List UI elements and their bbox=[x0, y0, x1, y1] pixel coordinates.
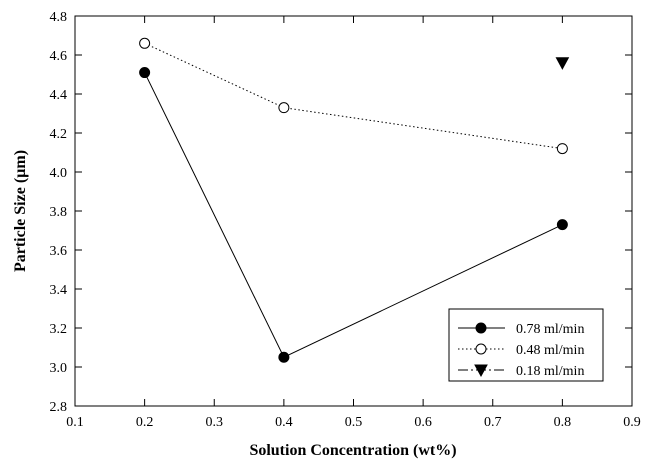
x-tick-label: 0.8 bbox=[554, 415, 572, 430]
x-axis-title: Solution Concentration (wt%) bbox=[249, 442, 456, 459]
legend-marker bbox=[474, 364, 488, 378]
y-tick-label: 3.2 bbox=[50, 322, 68, 337]
y-tick-label: 3.0 bbox=[50, 361, 68, 376]
y-tick-label: 4.2 bbox=[50, 127, 68, 142]
data-point bbox=[555, 57, 570, 70]
x-tick-label: 0.6 bbox=[414, 415, 432, 430]
data-point bbox=[278, 102, 290, 114]
series-3 bbox=[555, 57, 570, 70]
legend-label: 0.18 ml/min bbox=[516, 364, 584, 379]
x-tick-label: 0.4 bbox=[275, 415, 293, 430]
legend: 0.78 ml/min 0.48 ml/min 0.18 ml/min bbox=[448, 308, 604, 382]
series-layer bbox=[139, 37, 570, 363]
data-point bbox=[556, 219, 568, 231]
x-tick-label: 0.5 bbox=[345, 415, 363, 430]
x-tick-label: 0.3 bbox=[206, 415, 224, 430]
x-tick-label: 0.7 bbox=[484, 415, 502, 430]
y-axis-title: Particle Size (µm) bbox=[12, 150, 29, 272]
series-2 bbox=[139, 37, 568, 155]
y-tick-label: 4.8 bbox=[50, 10, 68, 25]
data-point bbox=[139, 67, 151, 79]
x-tick-label: 0.1 bbox=[66, 415, 84, 430]
y-axis: 2.8 3.0 3.2 3.4 3.6 3.8 4.0 4.2 4.4 4.6 4.8 bbox=[50, 10, 632, 415]
y-tick-label: 3.6 bbox=[50, 244, 68, 259]
series-line bbox=[144, 42, 563, 150]
series-1 bbox=[139, 67, 568, 363]
y-tick-label: 4.4 bbox=[50, 88, 68, 103]
y-tick-label: 3.8 bbox=[50, 205, 68, 220]
x-tick-label: 0.9 bbox=[623, 415, 641, 430]
legend-box bbox=[448, 308, 604, 382]
y-tick-label: 4.6 bbox=[50, 49, 68, 64]
x-tick-label: 0.2 bbox=[136, 415, 154, 430]
legend-label: 0.78 ml/min bbox=[516, 322, 584, 337]
legend-marker bbox=[475, 343, 487, 355]
y-tick-label: 2.8 bbox=[50, 400, 68, 415]
data-point bbox=[278, 351, 290, 363]
y-tick-label: 4.0 bbox=[50, 166, 68, 181]
legend-label: 0.48 ml/min bbox=[516, 343, 584, 358]
legend-marker bbox=[475, 322, 487, 334]
y-tick-label: 3.4 bbox=[50, 283, 68, 298]
data-point bbox=[556, 143, 568, 155]
x-axis: 0.1 0.2 0.3 0.4 0.5 0.6 0.7 0.8 0.9 bbox=[66, 16, 641, 430]
data-point bbox=[139, 37, 151, 49]
